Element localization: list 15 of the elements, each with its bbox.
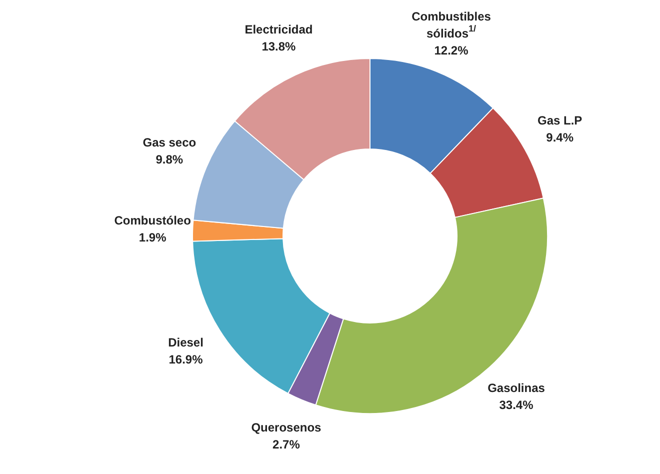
data-label: 9.8%: [156, 152, 184, 167]
slice-label: Gas L.P: [537, 114, 582, 128]
data-label: 33.4%: [499, 398, 534, 412]
slice-label: Gas seco: [142, 136, 196, 150]
data-label: 1.9%: [138, 230, 167, 244]
data-label: 12.2%: [434, 44, 469, 58]
data-label: 13.8%: [262, 39, 296, 54]
data-label: 9.4%: [546, 130, 574, 145]
slice-label: Querosenos: [251, 420, 322, 435]
slice-label: Combustóleo: [114, 213, 191, 228]
slice-label: Gasolinas: [488, 380, 546, 395]
data-label: 16.9%: [168, 352, 204, 366]
slice-label: Diesel: [168, 335, 204, 350]
data-label: 2.7%: [272, 438, 300, 452]
slice-label: Electricidad: [244, 22, 313, 36]
